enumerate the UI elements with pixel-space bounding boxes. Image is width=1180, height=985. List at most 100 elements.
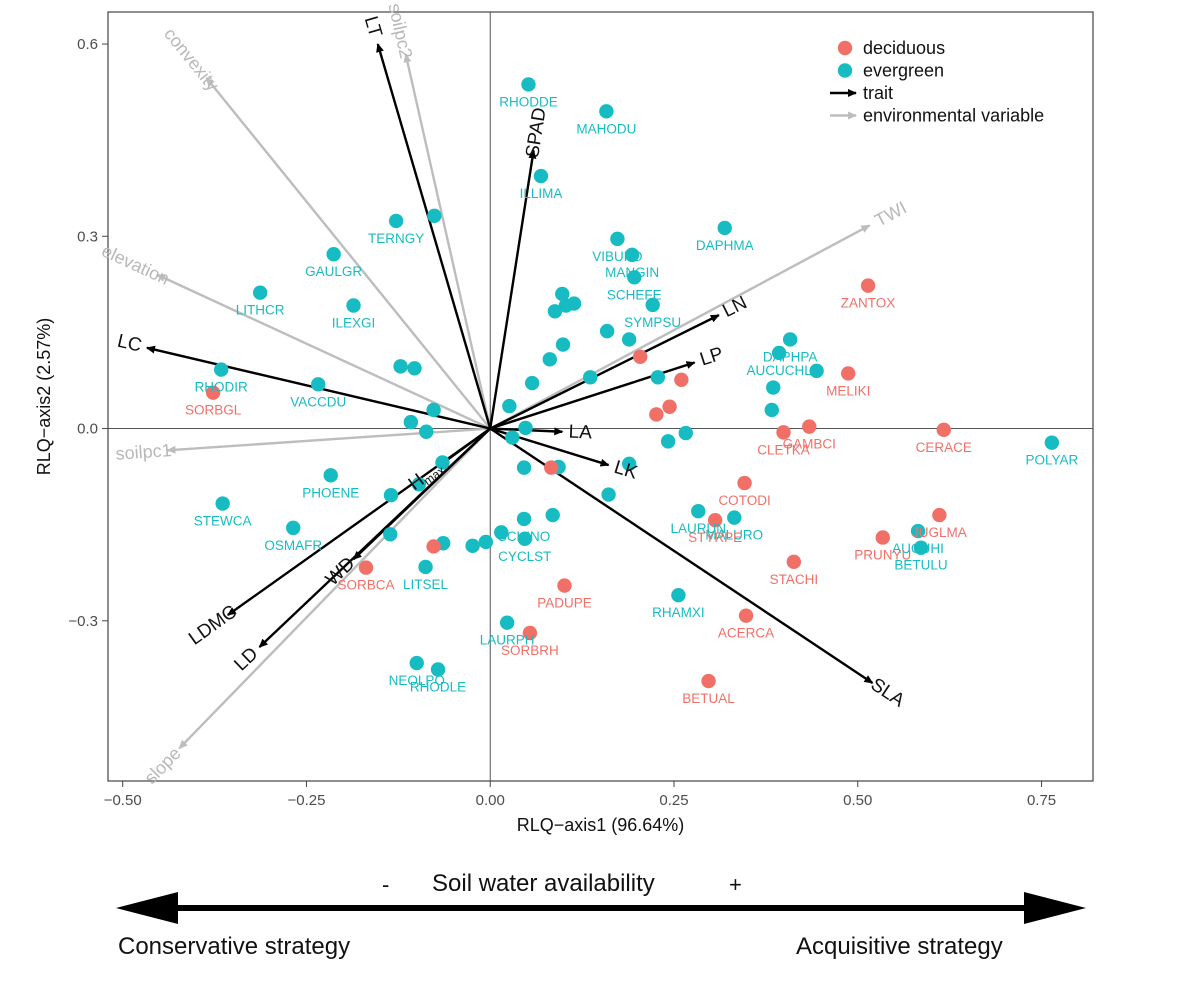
species-points <box>205 77 1060 689</box>
species-point-stachi <box>786 554 802 570</box>
species-point-deciduous <box>544 460 559 475</box>
species-label-mangin: MANGIN <box>605 265 659 280</box>
species-label-zantox: ZANTOX <box>841 296 896 311</box>
species-label-cletka: CLETKA <box>757 442 810 457</box>
species-point-sorbgl <box>205 385 221 400</box>
x-tick-label: 0.50 <box>843 792 872 809</box>
species-point-rhamxi <box>671 587 686 603</box>
species-point-evergreen <box>516 460 532 475</box>
env-arrow-slope <box>178 427 492 750</box>
trait-arrow-ld <box>258 427 492 648</box>
y-tick-label: −0.3 <box>68 613 98 630</box>
legend-key-evergreen <box>837 63 853 78</box>
species-point-lithcr <box>252 285 268 300</box>
species-point-cletka <box>776 425 791 440</box>
species-point-cyclst <box>517 531 532 546</box>
env-arrow-soilpc1 <box>166 427 491 454</box>
species-point-rhodde <box>521 77 536 92</box>
species-label-prunyu: PRUNYU <box>854 547 911 562</box>
x-tick-label: 0.25 <box>659 792 688 809</box>
env-arrow-twi <box>489 224 871 430</box>
species-point-laurun <box>691 504 706 519</box>
species-label-stachi: STACHI <box>770 572 819 587</box>
x-tick-label: 0.00 <box>476 792 505 809</box>
species-point-evergreen <box>494 525 509 540</box>
species-point-rhodir <box>214 362 229 377</box>
species-label-juglma: JUGLMA <box>912 525 967 540</box>
species-label-sorbgl: SORBGL <box>185 403 242 418</box>
species-point-maluro <box>727 510 742 525</box>
species-point-vaccdu <box>311 377 326 392</box>
gradient-label: Soil water availability <box>432 870 655 897</box>
species-point-cerace <box>936 422 951 438</box>
trait-arrow-ln <box>489 314 720 430</box>
species-point-evergreen <box>505 430 520 445</box>
species-point-evergreen <box>809 363 824 379</box>
species-label-polyar: POLYAR <box>1025 453 1078 468</box>
species-point-evergreen <box>419 424 434 439</box>
species-label-ilexgi: ILEXGI <box>332 316 376 331</box>
species-point-evergreen <box>766 380 781 395</box>
species-label-cerace: CERACE <box>916 440 972 455</box>
species-point-evergreen <box>403 414 419 430</box>
species-label-schino: SCHINO <box>498 529 551 544</box>
environment-arrows <box>156 53 871 750</box>
species-label-betulu: BETULU <box>894 558 947 573</box>
species-label-vibufo: VIBUFO <box>592 249 642 264</box>
species-point-mahodu <box>599 104 614 119</box>
species-point-evergreen <box>465 538 480 554</box>
species-point-evergreen <box>555 337 571 352</box>
species-point-sorbca <box>358 560 374 575</box>
species-label-mahodu: MAHODU <box>576 121 636 136</box>
species-point-osmafr <box>286 520 301 536</box>
x-tick-label: 0.75 <box>1027 792 1056 809</box>
species-label-acerca: ACERCA <box>718 626 774 641</box>
species-label-phoene: PHOENE <box>302 485 359 500</box>
species-point-evergreen <box>660 434 676 449</box>
species-point-styrpe <box>707 512 723 528</box>
species-point-deciduous <box>426 539 441 554</box>
species-point-deciduous <box>632 349 648 364</box>
species-point-evergreen <box>518 420 533 436</box>
species-label-schefe: SCHEFE <box>607 287 662 302</box>
gradient-minus-sign: - <box>382 872 390 897</box>
species-label-laurun: LAURUN <box>671 521 727 536</box>
species-point-evergreen <box>650 370 666 385</box>
x-tick-label: −0.25 <box>287 792 325 809</box>
species-point-evergreen <box>427 208 442 223</box>
species-point-vibufo <box>610 231 625 247</box>
species-point-zantox <box>860 278 876 293</box>
species-point-laurph <box>499 615 515 630</box>
species-point-aucuchl <box>771 345 787 361</box>
species-point-rhodle <box>430 662 446 677</box>
species-point-evergreen <box>435 455 450 470</box>
species-point-evergreen <box>545 507 560 523</box>
species-point-evergreen <box>601 487 616 502</box>
species-point-evergreen <box>393 359 408 374</box>
species-point-neolpo <box>409 655 424 671</box>
species-point-betulu <box>913 540 929 555</box>
species-point-evergreen <box>599 323 615 339</box>
species-label-stewca: STEWCA <box>194 514 252 529</box>
legend-key-deciduous <box>837 40 853 56</box>
species-point-mangin <box>624 247 640 263</box>
trait-arrow-lt <box>376 43 492 429</box>
species-point-sorbrh <box>522 625 538 641</box>
species-point-evergreen <box>621 332 637 347</box>
species-label-rhodle: RHODLE <box>410 679 466 694</box>
legend-label-environmental: environmental variable <box>863 106 1044 126</box>
species-point-gambci <box>802 419 817 434</box>
rlq-biplot: convexity soilpc2TWIelevationsoilpc1slope… <box>34 1 1094 835</box>
species-label-rhodde: RHODDE <box>499 94 558 109</box>
x-tick-label: −0.50 <box>104 792 142 809</box>
y-tick-label: 0.0 <box>77 421 98 438</box>
species-point-evergreen <box>383 487 399 503</box>
double-arrow <box>116 892 1086 924</box>
y-tick-label: 0.3 <box>77 228 98 245</box>
y-tick-label: 0.6 <box>77 36 98 53</box>
species-label-daphma: DAPHMA <box>696 238 754 253</box>
species-label-gambci: GAMBCI <box>783 437 836 452</box>
species-point-evergreen <box>547 304 563 319</box>
env-label-soilpc1: soilpc1 <box>115 440 172 464</box>
